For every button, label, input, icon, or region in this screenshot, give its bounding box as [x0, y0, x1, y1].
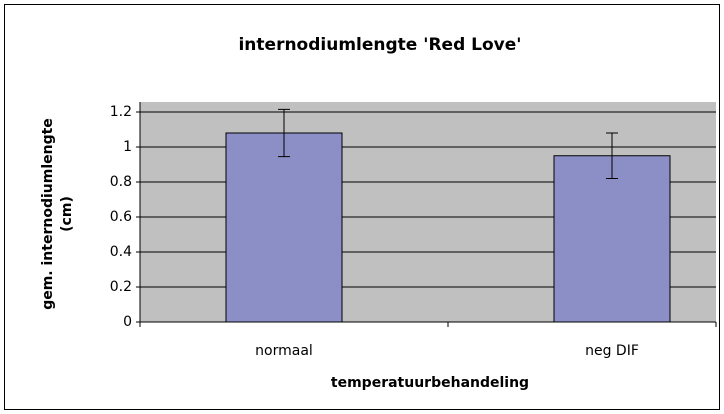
- x-axis-label: temperatuurbehandeling: [331, 375, 529, 391]
- y-tick-label: 0: [123, 314, 132, 330]
- y-tick-label: 1.2: [110, 104, 132, 120]
- x-tick-label: neg DIF: [585, 343, 639, 359]
- y-tick-label: 0.2: [110, 279, 132, 295]
- chart-title: internodiumlengte 'Red Love': [238, 35, 521, 55]
- x-tick-label: normaal: [255, 343, 313, 359]
- y-tick-label: 0.8: [110, 174, 132, 190]
- y-tick-label: 0.4: [110, 244, 132, 260]
- y-axis-label: gem. internodiumlengte (cm): [40, 118, 75, 310]
- y-tick-label: 0.6: [110, 209, 132, 225]
- bar: [553, 155, 671, 323]
- bar: [225, 132, 343, 323]
- y-tick-label: 1: [123, 139, 132, 155]
